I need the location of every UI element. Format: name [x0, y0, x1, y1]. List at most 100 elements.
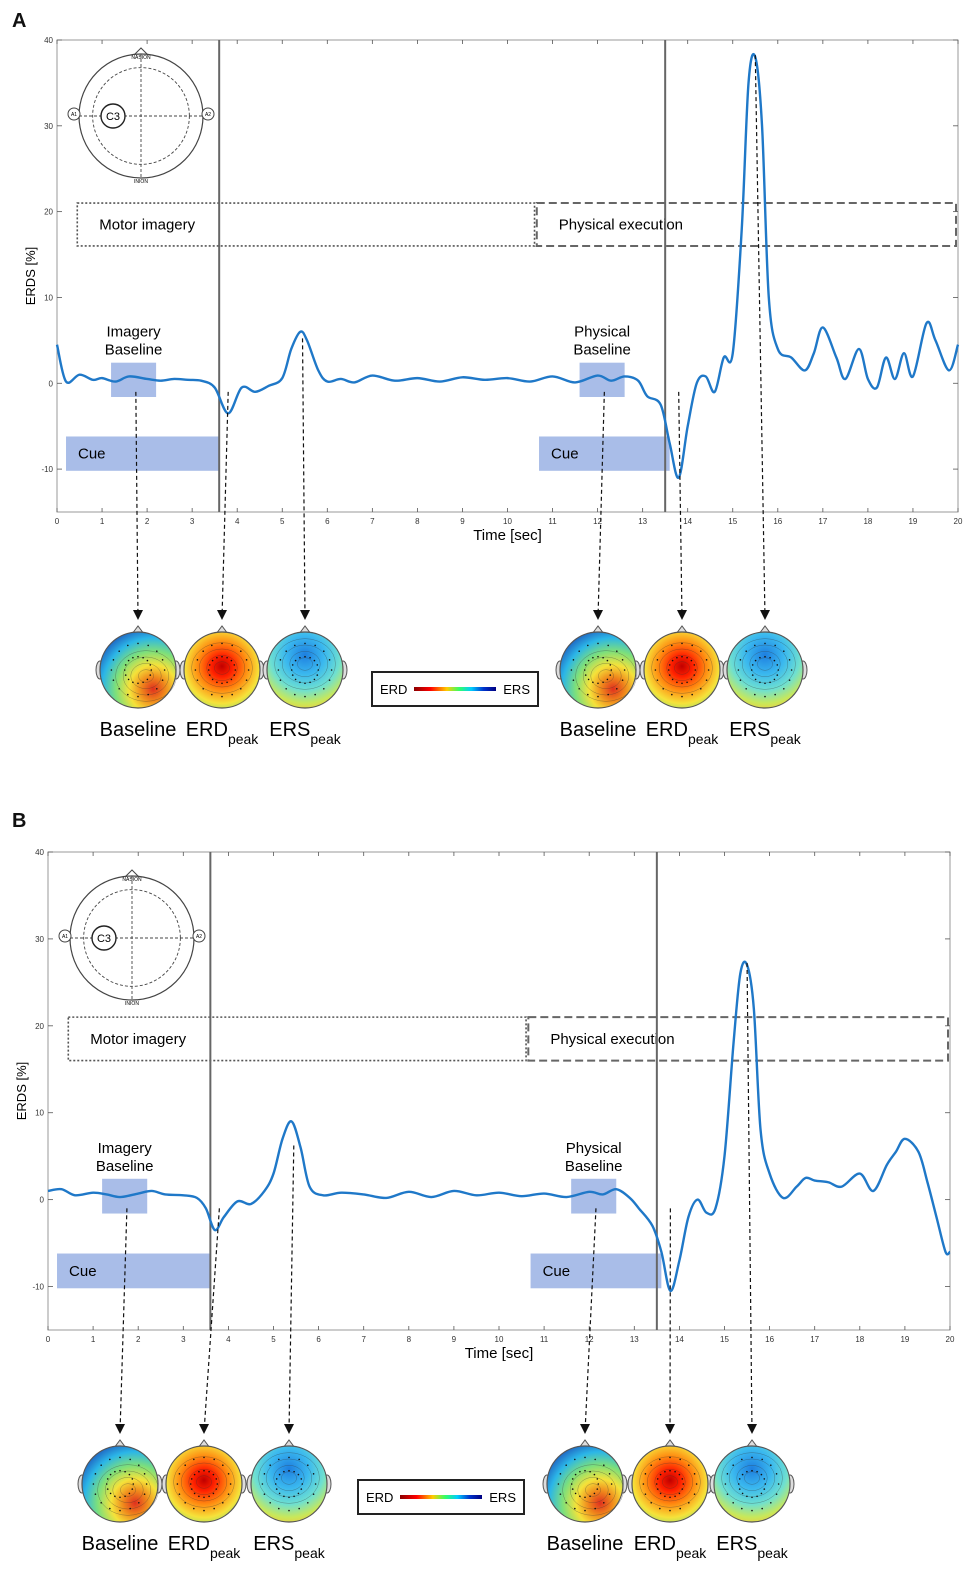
electrode-dot [127, 678, 130, 681]
electrode-dot [597, 642, 599, 645]
electrode-dot [578, 688, 580, 690]
y-tick-label: 30 [44, 122, 53, 131]
electrode-dot [118, 650, 120, 652]
topo-label-sub: peak [228, 731, 259, 747]
a1-label: A1 [71, 112, 77, 118]
electrode-dot [671, 678, 674, 681]
electrode-dot [574, 1492, 577, 1495]
electrode-dot [149, 674, 152, 676]
topo-arrowhead [133, 610, 143, 620]
electrode-dot [559, 1493, 562, 1495]
x-tick-label: 19 [908, 517, 917, 526]
x-tick-label: 11 [548, 517, 557, 526]
x-tick-label: 2 [145, 517, 150, 526]
electrode-dot [277, 669, 280, 671]
electrode-dot [94, 1493, 97, 1495]
electrode-dot [208, 1470, 210, 1473]
x-tick-label: 18 [855, 1335, 864, 1344]
electrode-dot [664, 1470, 666, 1473]
contour [744, 1471, 760, 1485]
electrode-dot [118, 688, 120, 690]
electrode-dot [754, 644, 756, 647]
topo-label: Baseline [560, 719, 637, 741]
electrode-dot [776, 674, 779, 676]
electrode-dot [323, 688, 325, 690]
electrode-dot [131, 1478, 134, 1480]
electrode-dot [216, 656, 218, 659]
electrode-dot [693, 1473, 696, 1475]
electrode-dot [609, 674, 612, 676]
electrode-dot [294, 659, 297, 662]
electrode-dot [650, 1502, 652, 1504]
contour [575, 650, 637, 702]
electrode-dot [163, 669, 166, 671]
electrode-dot [621, 679, 624, 681]
electrode-dot [208, 674, 211, 676]
electrode-dot [669, 1469, 671, 1472]
contour [662, 1475, 678, 1489]
electrode-dot [679, 1507, 681, 1510]
x-tick-label: 7 [370, 517, 375, 526]
electrode-dot [109, 1473, 112, 1476]
panel-a: A 0 1 2 3 4 5 6 7 8 9 10 11 12 13 14 15 16 17 18 19 20 -10 0 10… [0, 0, 972, 790]
contour [180, 1462, 227, 1502]
electrode-dot [106, 1488, 109, 1490]
electrode-dot [607, 644, 609, 647]
contour [97, 1464, 159, 1516]
electrode-dot [578, 650, 580, 652]
electrode-dot [323, 650, 325, 652]
electrode-dot [690, 678, 693, 681]
contour [736, 1465, 768, 1491]
contour [188, 1469, 220, 1495]
electrode-dot [773, 678, 776, 681]
electrode-dot [275, 1478, 278, 1480]
electrode-dot [694, 669, 697, 671]
x-tick-label: 0 [46, 1335, 51, 1344]
electrode-dot [745, 688, 747, 690]
electrode-dot [763, 1478, 766, 1480]
cue-label-physical: Cue [543, 1263, 571, 1280]
electrode-dot [745, 650, 747, 652]
contour [273, 1465, 305, 1491]
electrode-dot [621, 659, 624, 661]
topo-label: ERDpeak [646, 719, 720, 747]
electrode-dot [299, 656, 301, 659]
physical-baseline-box [571, 1178, 617, 1214]
electrode-dot [314, 1483, 317, 1485]
topo-arrowhead [115, 1424, 125, 1434]
y-tick-label: 10 [44, 293, 53, 302]
electrode-dot [193, 1473, 196, 1476]
electrode-dot [741, 1473, 744, 1476]
electrode-head-diagram: A1 A2 NASION INION C3 [67, 47, 215, 185]
electrode-dot [307, 1464, 309, 1466]
cue-box-imagery [66, 436, 220, 471]
topo-label: ERSpeak [729, 719, 801, 747]
electrode-dot [279, 679, 282, 681]
inion-label: INION [134, 179, 148, 185]
topo-label-main: ERD [634, 1533, 676, 1555]
electrode-dot [221, 695, 223, 698]
electrode-dot [190, 1478, 193, 1480]
contour [138, 669, 154, 683]
x-tick-label: 18 [863, 517, 872, 526]
electrode-dot [596, 1478, 599, 1480]
electrode-dot [304, 642, 306, 645]
electrode-dot [669, 1509, 671, 1512]
electrode-dot [583, 669, 586, 671]
electrode-dot [208, 664, 211, 666]
electrode-dot [147, 644, 149, 647]
electrode-dot [678, 1492, 681, 1495]
topo-arrow [746, 962, 753, 1433]
electrode-dot [313, 659, 316, 662]
a1-label: A1 [62, 934, 68, 940]
contour [598, 669, 614, 683]
a2-label: A2 [196, 934, 202, 940]
electrode-dot [288, 1509, 290, 1512]
electrode-dot [137, 642, 139, 645]
electrode-dot [190, 1488, 193, 1490]
electrode-dot [608, 1493, 611, 1495]
electrode-dot [233, 674, 236, 676]
electrode-dot [119, 1456, 121, 1459]
topo-label-main: ERD [168, 1533, 210, 1555]
electrode-dot [263, 1493, 266, 1495]
